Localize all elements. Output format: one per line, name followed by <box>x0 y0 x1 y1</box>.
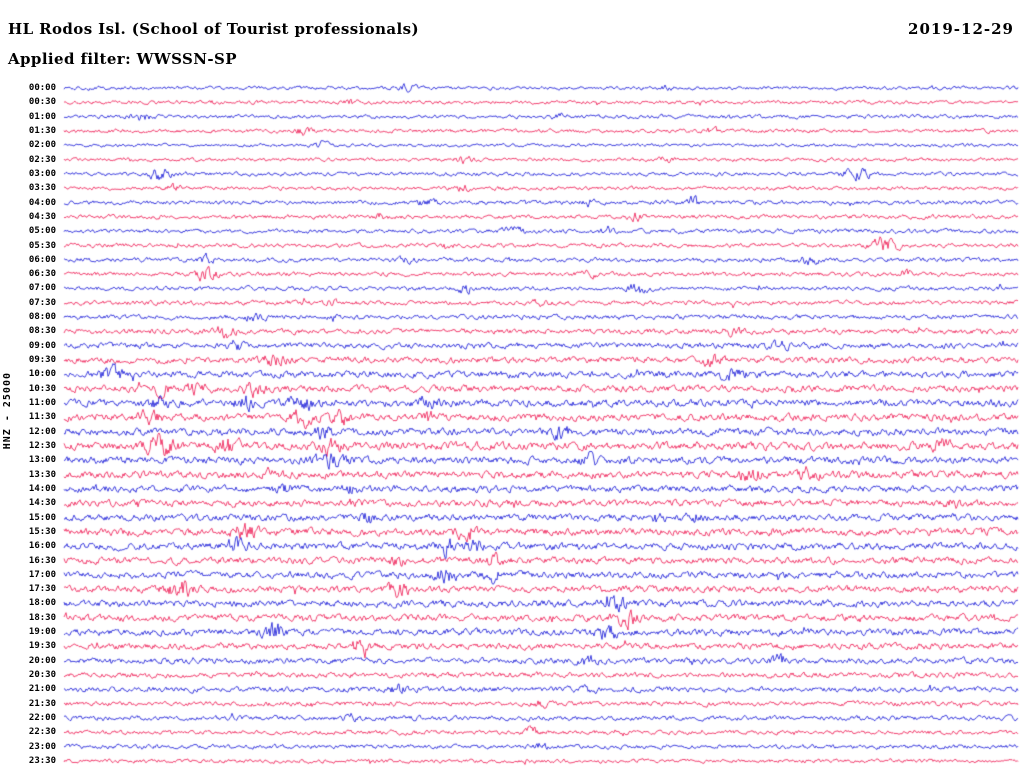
time-label: 03:30 <box>28 183 56 194</box>
time-label: 22:30 <box>28 727 56 738</box>
time-label: 09:00 <box>28 340 56 351</box>
time-label: 11:00 <box>28 398 56 409</box>
time-label: 02:00 <box>28 140 56 151</box>
time-label: 03:00 <box>28 168 56 179</box>
time-label: 19:30 <box>28 641 56 652</box>
time-label: 20:30 <box>28 670 56 681</box>
time-label: 12:00 <box>28 426 56 437</box>
time-label: 16:00 <box>28 541 56 552</box>
time-label: 04:30 <box>28 211 56 222</box>
time-label: 08:30 <box>28 326 56 337</box>
time-label: 18:00 <box>28 598 56 609</box>
time-label: 06:30 <box>28 269 56 280</box>
time-label: 00:30 <box>28 97 56 108</box>
time-label: 13:00 <box>28 455 56 466</box>
time-label: 01:00 <box>28 111 56 122</box>
time-label: 13:30 <box>28 469 56 480</box>
time-label: 00:00 <box>28 83 56 93</box>
time-label: 17:00 <box>28 569 56 580</box>
time-label: 23:00 <box>28 741 56 752</box>
time-label: 11:30 <box>28 412 56 423</box>
time-label: 21:00 <box>28 684 56 695</box>
time-label: 07:30 <box>28 297 56 308</box>
time-label: 10:30 <box>28 383 56 394</box>
time-label: 15:30 <box>28 526 56 537</box>
time-label: 10:00 <box>28 369 56 380</box>
time-label: 20:00 <box>28 655 56 666</box>
time-label: 05:00 <box>28 226 56 237</box>
time-label: 22:00 <box>28 713 56 724</box>
time-label: 08:00 <box>28 312 56 323</box>
time-label: 05:30 <box>28 240 56 251</box>
time-label: 19:00 <box>28 627 56 638</box>
time-label: 04:00 <box>28 197 56 208</box>
time-label: 18:30 <box>28 612 56 623</box>
time-label: 16:30 <box>28 555 56 566</box>
time-label: 14:30 <box>28 498 56 509</box>
time-label: 01:30 <box>28 125 56 136</box>
time-label: 12:30 <box>28 440 56 451</box>
time-label: 14:00 <box>28 483 56 494</box>
time-label: 09:30 <box>28 355 56 366</box>
time-label: 21:30 <box>28 698 56 709</box>
time-label: 07:00 <box>28 283 56 294</box>
time-label: 17:30 <box>28 584 56 595</box>
time-label: 02:30 <box>28 154 56 165</box>
time-label: 23:30 <box>28 755 56 766</box>
time-label: 06:00 <box>28 254 56 265</box>
time-label: 15:00 <box>28 512 56 523</box>
